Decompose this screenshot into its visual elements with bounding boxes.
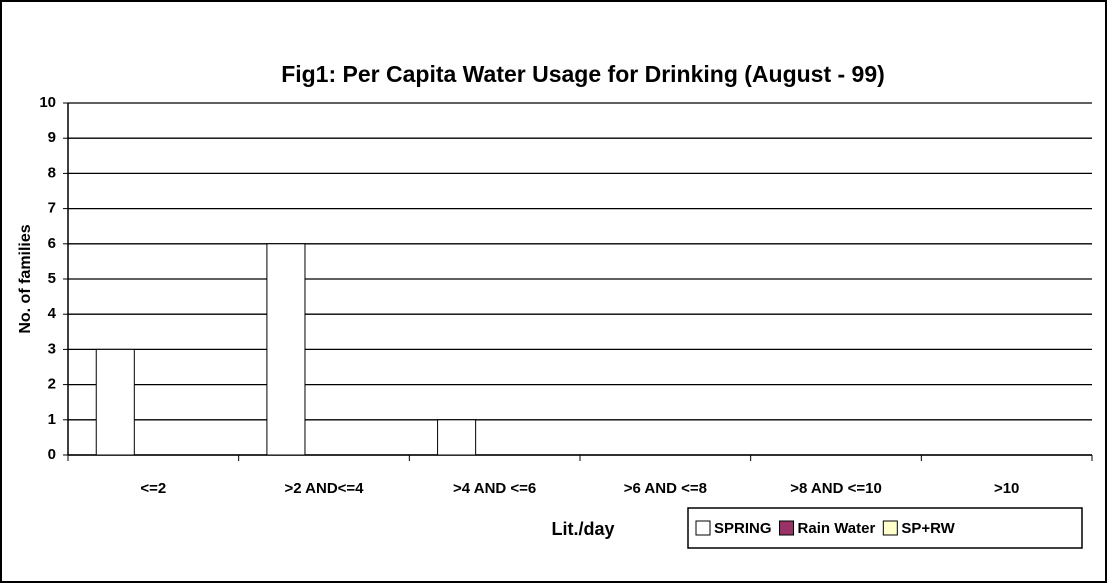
y-tick-label: 8: [48, 164, 56, 181]
bar: [437, 419, 477, 456]
x-tick-label: <=2: [140, 480, 166, 497]
bar: [266, 243, 306, 456]
y-tick-label: 5: [48, 270, 56, 287]
y-tick-label: 9: [48, 129, 56, 146]
x-tick-label: >10: [994, 480, 1019, 497]
x-tick-label: >8 AND <=10: [790, 480, 882, 497]
x-axis-label: Lit./day: [551, 519, 614, 539]
x-tick-label: >4 AND <=6: [453, 480, 536, 497]
legend-label: Rain Water: [798, 520, 876, 537]
y-tick-label: 10: [39, 94, 56, 111]
bar: [95, 348, 135, 456]
legend-swatch: [779, 520, 795, 536]
legend-swatch: [882, 520, 898, 536]
y-tick-label: 4: [48, 305, 57, 322]
x-tick-label: >2 AND<=4: [284, 480, 364, 497]
legend-swatch: [695, 520, 711, 536]
y-tick-label: 0: [48, 446, 56, 463]
legend-label: SPRING: [714, 520, 772, 537]
legend-label: SP+RW: [901, 520, 955, 537]
chart-title: Fig1: Per Capita Water Usage for Drinkin…: [281, 61, 885, 87]
y-tick-label: 7: [48, 200, 56, 217]
y-tick-label: 2: [48, 376, 56, 393]
y-tick-label: 6: [48, 235, 56, 252]
y-tick-label: 1: [48, 411, 56, 428]
y-tick-label: 3: [48, 340, 56, 357]
y-axis-label: No. of families: [17, 224, 34, 333]
x-tick-label: >6 AND <=8: [624, 480, 707, 497]
